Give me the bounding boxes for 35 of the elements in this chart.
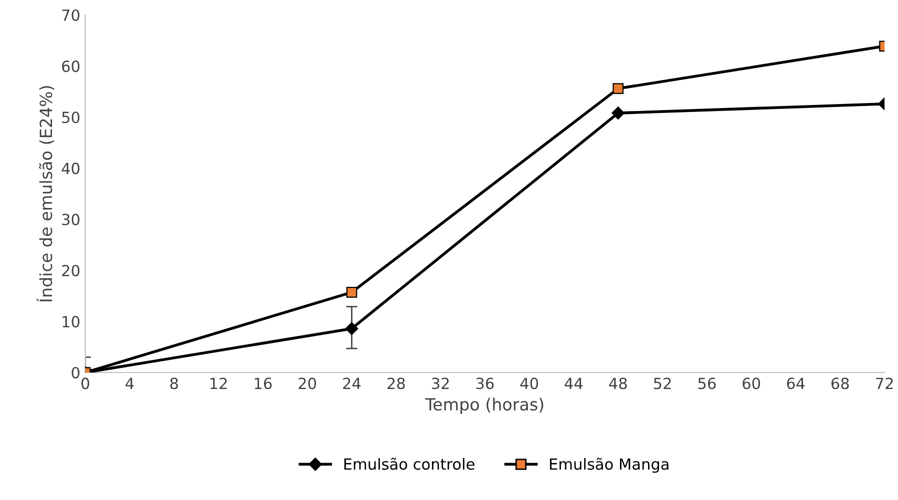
legend-label: Emulsão controle	[344, 458, 474, 470]
legend-label: Emulsão Manga	[550, 458, 668, 473]
x-tick-label: 12	[210, 378, 227, 389]
x-tick-label: 40	[520, 378, 538, 390]
x-tick-label: 0	[81, 378, 90, 390]
x-tick-label: 28	[388, 378, 405, 390]
point	[345, 322, 358, 336]
x-axis-title: Tempo (horas)	[425, 398, 544, 414]
x-tick-label: 36	[476, 378, 494, 390]
y-tick-label: 60	[62, 60, 80, 72]
x-tick-label: 72	[876, 378, 893, 389]
point	[346, 286, 358, 298]
x-tick-label: 24	[343, 378, 361, 389]
y-tick-label: 20	[62, 264, 80, 276]
x-tick-label: 44	[564, 378, 583, 389]
x-tick-label: 32	[432, 378, 449, 390]
x-tick-label: 20	[298, 378, 316, 390]
point	[612, 106, 625, 120]
y-tick-label: 10	[62, 316, 80, 328]
x-tick-label: 60	[742, 378, 760, 390]
x-tick-label: 64	[787, 378, 805, 390]
x-tick-label: 52	[654, 378, 671, 390]
x-tick-label: 4	[126, 378, 134, 389]
x-tick-label: 56	[698, 378, 716, 390]
y-tick-label: 70	[62, 9, 80, 22]
y-tick-label: 40	[62, 162, 80, 174]
x-tick-label: 48	[609, 378, 627, 390]
y-tick-label: 50	[62, 112, 80, 124]
x-tick-label: 8	[170, 378, 178, 390]
x-tick-label: 68	[831, 378, 849, 390]
point	[612, 83, 624, 94]
y-axis-title: Índice de emulsão (E24%)	[36, 86, 54, 302]
y-tick-label: 0	[72, 366, 80, 379]
y-tick-label: 30	[62, 214, 80, 226]
x-tick-label: 16	[254, 378, 272, 390]
